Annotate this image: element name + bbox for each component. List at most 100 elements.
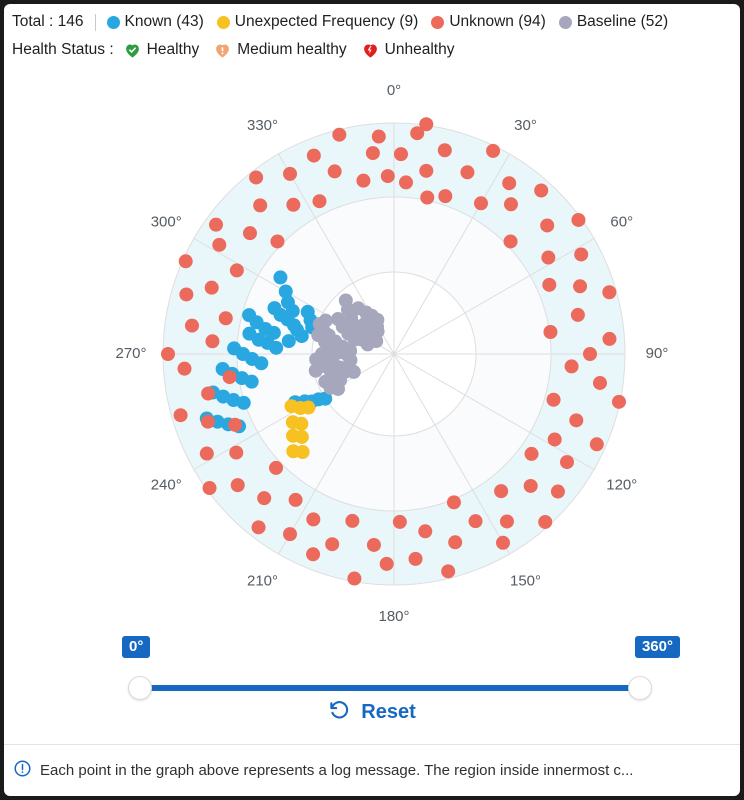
legend-item-baseline[interactable]: Baseline (52): [558, 13, 668, 31]
data-point[interactable]: [202, 481, 217, 496]
legend-item-unknown[interactable]: Unknown (94): [431, 13, 546, 31]
data-point[interactable]: [542, 277, 557, 292]
data-point[interactable]: [199, 446, 214, 461]
data-point[interactable]: [408, 551, 423, 566]
data-point[interactable]: [222, 370, 237, 385]
data-point[interactable]: [288, 492, 303, 507]
data-point[interactable]: [201, 386, 216, 401]
data-point[interactable]: [177, 361, 192, 376]
data-point[interactable]: [242, 226, 257, 241]
data-point[interactable]: [315, 347, 329, 361]
data-point[interactable]: [301, 400, 316, 415]
data-point[interactable]: [393, 147, 408, 162]
data-point[interactable]: [474, 196, 488, 211]
data-point[interactable]: [331, 381, 346, 396]
data-point[interactable]: [308, 363, 323, 378]
data-point[interactable]: [294, 429, 309, 444]
data-point[interactable]: [379, 556, 394, 571]
data-point[interactable]: [574, 247, 589, 262]
data-point[interactable]: [257, 491, 272, 506]
slider-handle-max[interactable]: [628, 676, 652, 700]
data-point[interactable]: [327, 164, 342, 179]
polar-chart-svg[interactable]: 0° 30° 60° 90° 120° 150° 180° 210° 240° 270° 300° 3…: [4, 66, 740, 631]
data-point[interactable]: [283, 166, 297, 181]
data-point[interactable]: [486, 143, 501, 158]
data-point[interactable]: [398, 175, 413, 190]
slider-handle-min[interactable]: [128, 676, 152, 700]
data-point[interactable]: [380, 169, 395, 184]
data-point[interactable]: [494, 484, 509, 499]
data-point[interactable]: [496, 535, 510, 550]
data-point[interactable]: [366, 537, 381, 552]
data-point[interactable]: [547, 432, 562, 447]
data-point[interactable]: [356, 173, 371, 188]
data-point[interactable]: [502, 176, 517, 191]
data-point[interactable]: [371, 129, 386, 144]
angle-range-slider[interactable]: 0° 360°: [4, 636, 740, 706]
data-point[interactable]: [306, 512, 321, 527]
data-point[interactable]: [205, 334, 220, 349]
data-point[interactable]: [499, 514, 514, 529]
data-point[interactable]: [570, 307, 585, 322]
data-point[interactable]: [602, 285, 617, 300]
data-point[interactable]: [538, 514, 553, 529]
polar-data-points[interactable]: [161, 117, 626, 586]
data-point[interactable]: [346, 364, 361, 379]
data-point[interactable]: [392, 514, 407, 529]
data-point[interactable]: [244, 374, 259, 389]
data-point[interactable]: [230, 478, 245, 493]
data-point[interactable]: [569, 413, 584, 428]
data-point[interactable]: [270, 234, 285, 249]
reset-button[interactable]: Reset: [4, 698, 740, 726]
data-point[interactable]: [370, 319, 385, 334]
data-point[interactable]: [589, 437, 604, 452]
data-point[interactable]: [209, 217, 224, 232]
data-point[interactable]: [318, 391, 333, 406]
data-point[interactable]: [294, 329, 309, 344]
data-point[interactable]: [503, 197, 518, 212]
data-point[interactable]: [365, 146, 380, 161]
data-point[interactable]: [446, 495, 461, 510]
data-point[interactable]: [236, 395, 251, 410]
data-point[interactable]: [283, 527, 297, 542]
data-point[interactable]: [306, 547, 321, 562]
data-point[interactable]: [295, 445, 310, 460]
data-point[interactable]: [281, 334, 296, 349]
data-point[interactable]: [460, 165, 475, 180]
data-point[interactable]: [332, 127, 347, 142]
data-point[interactable]: [541, 250, 556, 265]
data-point[interactable]: [286, 197, 301, 212]
series-unexpected-frequency-9[interactable]: [284, 399, 316, 460]
data-point[interactable]: [560, 455, 575, 470]
data-point[interactable]: [312, 194, 327, 209]
data-point[interactable]: [419, 117, 434, 132]
data-point[interactable]: [229, 263, 244, 278]
data-point[interactable]: [266, 325, 281, 340]
data-point[interactable]: [546, 392, 561, 407]
data-point[interactable]: [573, 279, 588, 294]
data-point[interactable]: [523, 478, 538, 493]
data-point[interactable]: [178, 254, 193, 269]
data-point[interactable]: [524, 446, 539, 461]
data-point[interactable]: [210, 414, 225, 429]
slider-track-filled[interactable]: [140, 685, 640, 691]
data-point[interactable]: [294, 416, 309, 431]
data-point[interactable]: [249, 170, 264, 185]
series-known-43[interactable]: [199, 270, 333, 434]
data-point[interactable]: [441, 564, 456, 579]
data-point[interactable]: [448, 535, 463, 550]
data-point[interactable]: [228, 417, 243, 432]
data-point[interactable]: [254, 356, 269, 371]
slider-track-wrap[interactable]: [128, 676, 652, 700]
series-unknown-94[interactable]: [161, 117, 626, 586]
data-point[interactable]: [229, 445, 244, 460]
data-point[interactable]: [468, 514, 483, 529]
data-point[interactable]: [306, 148, 321, 163]
data-point[interactable]: [278, 284, 293, 299]
data-point[interactable]: [273, 270, 288, 285]
data-point[interactable]: [269, 460, 284, 475]
data-point[interactable]: [212, 237, 227, 252]
polar-chart[interactable]: 0° 30° 60° 90° 120° 150° 180° 210° 240° 270° 300° 3…: [4, 66, 740, 631]
data-point[interactable]: [592, 375, 607, 390]
data-point[interactable]: [269, 340, 284, 355]
